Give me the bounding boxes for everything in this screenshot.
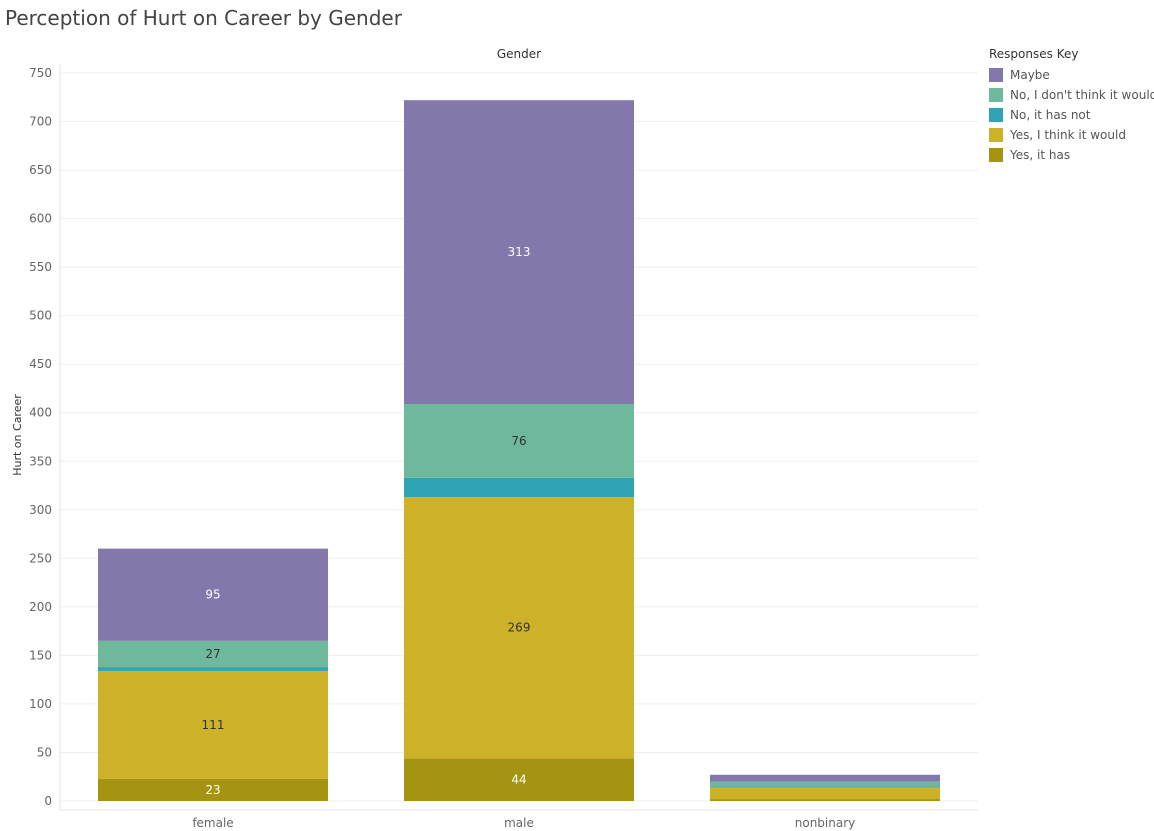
legend-label: No, it has not [1010,108,1091,122]
y-tick-label: 50 [37,745,52,759]
legend-label: Yes, it has [1010,148,1071,162]
x-tick-label: male [504,816,534,830]
y-axis-label: Hurt on Career [11,394,24,476]
bar-value-label: 27 [205,647,220,661]
y-tick-label: 500 [29,309,52,323]
legend-swatch [989,88,1003,102]
bar-segment[interactable] [710,774,940,782]
bar-segment[interactable] [98,548,328,641]
bar-segment[interactable] [404,100,634,404]
y-tick-label: 200 [29,600,52,614]
y-tick-label: 400 [29,406,52,420]
y-axis: 0 50 100 150 200 250 300 350 400 450 500 550 600 650 7… [29,66,52,808]
bar-value-label: 76 [511,434,526,448]
legend: Responses Key Maybe No, I don't think it … [989,46,1154,165]
bar-segment[interactable] [98,667,328,671]
y-tick-label: 450 [29,357,52,371]
bar-value-label: 95 [205,588,220,602]
chart-title: Perception of Hurt on Career by Gender [5,6,402,30]
legend-label: No, I don't think it would [1010,88,1154,102]
y-tick-label: 100 [29,697,52,711]
y-tick-label: 300 [29,503,52,517]
y-tick-label: 150 [29,648,52,662]
legend-item[interactable]: Maybe [989,65,1154,85]
bar-segment[interactable] [404,477,634,498]
bar-segment[interactable] [404,403,634,478]
bar-value-label: 23 [205,783,220,797]
bar-value-label: 269 [508,621,531,635]
y-tick-label: 750 [29,66,52,80]
x-axis: female male nonbinary [59,64,978,830]
legend-item[interactable]: Yes, it has [989,145,1154,165]
legend-item[interactable]: No, I don't think it would [989,85,1154,105]
bar-segment[interactable] [404,758,634,801]
legend-label: Maybe [1010,68,1050,82]
data-labels: 23 111 27 95 44 269 76 313 [202,245,531,797]
bar-segment[interactable] [98,670,328,779]
bar-segment[interactable] [710,799,940,801]
x-tick-label: female [192,816,233,830]
legend-title: Responses Key [989,47,1079,61]
x-tick-label: nonbinary [795,816,856,830]
bar-value-label: 111 [202,718,225,732]
y-tick-label: 550 [29,260,52,274]
y-tick-label: 0 [44,794,52,808]
y-tick-label: 250 [29,551,52,565]
y-tick-label: 600 [29,212,52,226]
bar-segment[interactable] [710,781,940,787]
bar-segment[interactable] [98,640,328,668]
bar-segment[interactable] [404,497,634,759]
legend-label: Yes, I think it would [1010,128,1126,142]
bar-value-label: 313 [508,245,531,259]
legend-swatch [989,68,1003,82]
legend-swatch [989,108,1003,122]
column-header: Gender [497,47,541,61]
y-tick-label: 700 [29,115,52,129]
legend-item[interactable]: Yes, I think it would [989,125,1154,145]
bar-segment[interactable] [98,778,328,801]
bar-value-label: 44 [511,773,526,787]
legend-swatch [989,128,1003,142]
y-tick-label: 650 [29,163,52,177]
bar-segment[interactable] [710,787,940,800]
legend-swatch [989,148,1003,162]
legend-item[interactable]: No, it has not [989,105,1154,125]
y-tick-label: 350 [29,454,52,468]
bars [98,100,940,801]
bar-segment[interactable] [710,786,940,788]
